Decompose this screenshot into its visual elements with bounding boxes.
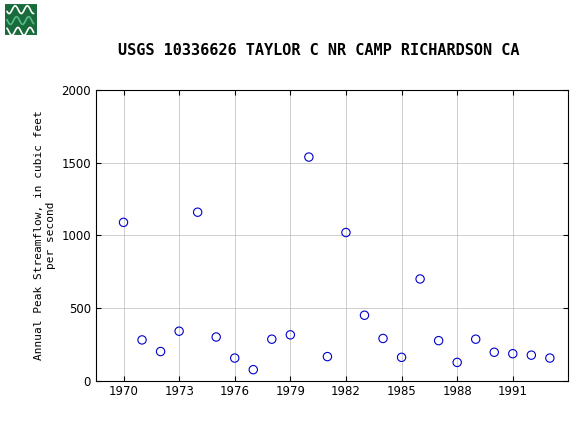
Point: [397, 354, 406, 361]
Point: [193, 209, 202, 215]
Point: [212, 334, 221, 341]
Point: [230, 355, 240, 362]
Point: [360, 312, 369, 319]
Point: [545, 355, 554, 362]
Point: [156, 348, 165, 355]
Point: [471, 336, 480, 343]
Point: [378, 335, 387, 342]
Point: [508, 350, 517, 357]
Point: [415, 276, 425, 283]
Y-axis label: Annual Peak Streamflow, in cubic feet
per second: Annual Peak Streamflow, in cubic feet pe…: [34, 111, 56, 360]
Point: [137, 336, 147, 343]
Point: [286, 332, 295, 338]
Point: [527, 352, 536, 359]
Point: [490, 349, 499, 356]
Point: [119, 219, 128, 226]
Text: USGS: USGS: [39, 10, 95, 28]
Text: USGS 10336626 TAYLOR C NR CAMP RICHARDSON CA: USGS 10336626 TAYLOR C NR CAMP RICHARDSO…: [118, 43, 520, 58]
Point: [175, 328, 184, 335]
Point: [452, 359, 462, 366]
Point: [323, 353, 332, 360]
FancyBboxPatch shape: [5, 3, 37, 36]
Point: [341, 229, 350, 236]
Point: [267, 336, 277, 343]
Point: [249, 366, 258, 373]
Point: [304, 154, 314, 160]
Point: [434, 337, 443, 344]
